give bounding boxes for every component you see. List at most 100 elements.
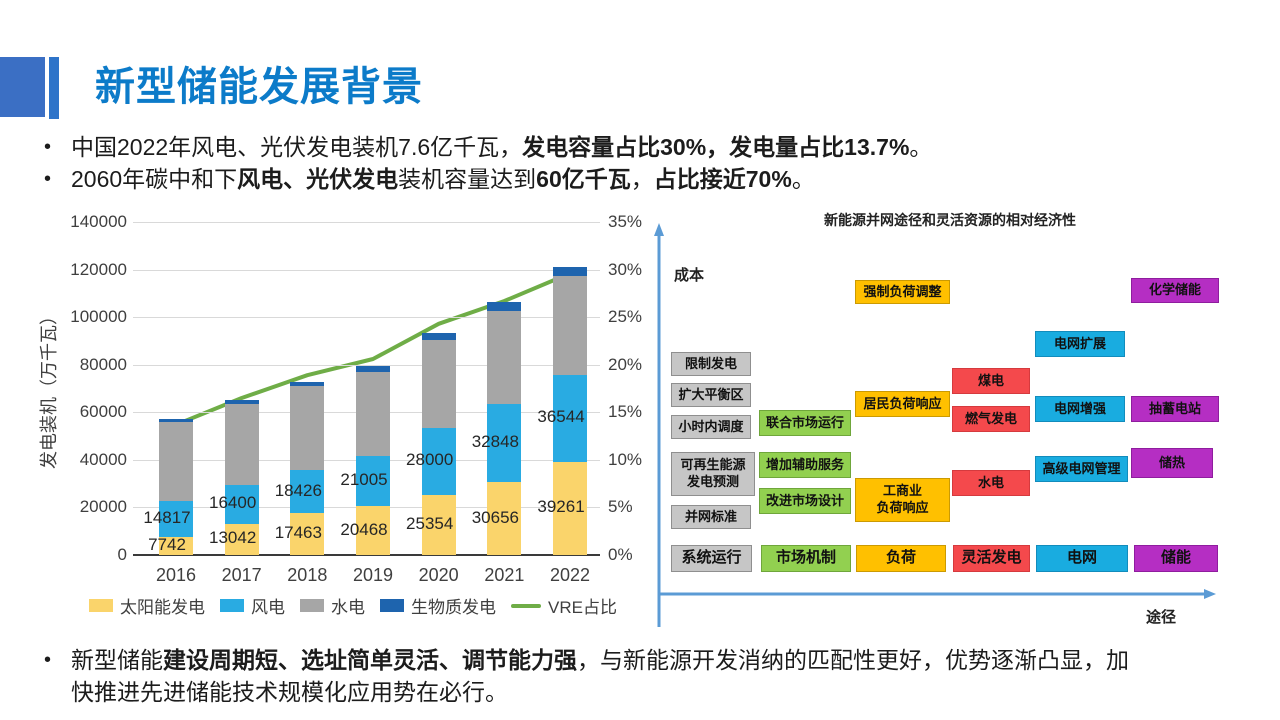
x-axis-tick: 2018 — [287, 565, 328, 585]
title-accent-bar — [49, 57, 59, 119]
bullet-dot: • — [44, 136, 52, 158]
path-axis-label: 途径 — [1146, 610, 1177, 626]
bar-segment-biomass — [159, 419, 193, 423]
y-tick-left: 120000 — [70, 259, 127, 279]
bar-segment-biomass — [290, 381, 325, 386]
page-title: 新型储能发展背景 — [95, 65, 423, 109]
x-axis-tick: 2021 — [484, 565, 525, 585]
y-tick-left: 80000 — [79, 354, 127, 374]
diagram-box: 储热 — [1131, 448, 1213, 478]
chart-gridline — [133, 269, 600, 271]
diagram-box: 电网增强 — [1035, 396, 1125, 422]
y-tick-left: 60000 — [79, 402, 127, 422]
bar-value-label: 16400 — [209, 493, 257, 513]
path-axis-arrowhead — [1204, 589, 1216, 599]
diagram-box: 电网扩展 — [1035, 331, 1125, 357]
y-tick-right: 20% — [608, 354, 643, 374]
x-axis-tick: 2020 — [418, 565, 459, 585]
legend-item-wind: 风电 — [220, 593, 285, 618]
diagram-box: 抽蓄电站 — [1131, 396, 1219, 422]
bar-segment-wind — [159, 501, 193, 537]
cost-axis-arrowhead — [654, 223, 664, 236]
diagram-box: 高级电网管理 — [1035, 456, 1128, 482]
bar-segment-solar — [356, 506, 390, 555]
bar-value-label: 39261 — [537, 497, 585, 517]
bar-value-label: 32848 — [471, 432, 519, 452]
bar-segment-hydro — [290, 385, 325, 470]
bar-segment-solar — [290, 513, 325, 555]
diagram-box: 增加辅助服务 — [759, 452, 851, 478]
y-tick-left: 0 — [117, 545, 127, 564]
bar-value-label: 36544 — [537, 407, 585, 427]
legend-swatch-wind — [220, 599, 245, 612]
y-tick-right: 10% — [608, 449, 643, 469]
bullet-dot: • — [44, 168, 52, 190]
diagram-category-box: 电网 — [1036, 545, 1128, 572]
bar-segment-hydro — [487, 310, 522, 404]
bar-segment-solar — [487, 482, 522, 555]
bar-segment-solar — [421, 494, 456, 555]
x-axis-tick: 2016 — [155, 565, 197, 585]
x-axis-line — [133, 554, 600, 556]
cost-axis-label: 成本 — [674, 268, 705, 284]
diagram-box: 居民负荷响应 — [855, 391, 950, 417]
diagram-box: 联合市场运行 — [759, 410, 851, 436]
legend-item-vre: VRE占比 — [511, 593, 617, 618]
bar-segment-hydro — [421, 340, 456, 429]
legend-swatch-solar — [89, 599, 114, 612]
bar-value-label: 14817 — [143, 507, 191, 527]
legend-swatch-hydro — [300, 599, 325, 612]
bullet-text: 中国2022年风电、光伏发电装机7.6亿千瓦，发电容量占比30%，发电量占比13… — [71, 134, 933, 160]
diagram-box: 强制负荷调整 — [855, 280, 950, 304]
diagram-title: 新能源并网途径和灵活资源的相对经济性 — [824, 214, 1076, 229]
diagram-box: 扩大平衡区 — [671, 383, 751, 407]
bar-segment-wind — [290, 469, 325, 514]
bar-segment-hydro — [356, 371, 390, 457]
bar-segment-biomass — [356, 366, 390, 372]
y-tick-right: 35% — [608, 212, 643, 231]
bar-segment-hydro — [553, 276, 588, 375]
diagram-box: 工商业 负荷响应 — [855, 478, 950, 522]
bar-segment-hydro — [159, 422, 193, 502]
bullet-text: 新型储能建设周期短、选址简单灵活、调节能力强，与新能源开发消纳的匹配性更好，优势… — [71, 647, 1129, 705]
bar-segment-biomass — [421, 333, 456, 341]
y-tick-right: 5% — [608, 497, 633, 517]
bar-segment-wind — [553, 374, 588, 462]
bar-value-label: 7742 — [148, 534, 186, 554]
y-tick-right: 15% — [608, 402, 643, 422]
bar-segment-biomass — [553, 266, 588, 277]
bar-segment-solar — [224, 523, 259, 555]
legend-label: 生物质发电 — [411, 598, 497, 617]
chart-gridline — [133, 222, 600, 223]
diagram-category-box: 负荷 — [856, 545, 946, 572]
bottom-bullet-list: • 新型储能建设周期短、选址简单灵活、调节能力强，与新能源开发消纳的匹配性更好，优… — [44, 644, 1134, 708]
legend-item-solar: 太阳能发电 — [89, 593, 205, 618]
bar-segment-wind — [224, 484, 259, 524]
legend-label: VRE占比 — [548, 598, 617, 617]
bullet-dot: • — [44, 649, 52, 671]
bar-value-label: 30656 — [471, 507, 519, 527]
y-tick-left: 40000 — [79, 449, 127, 469]
bar-value-label: 21005 — [340, 470, 388, 490]
bar-value-label: 13042 — [209, 528, 257, 548]
bar-segment-hydro — [224, 403, 259, 485]
top-bullet-list: • 中国2022年风电、光伏发电装机7.6亿千瓦，发电容量占比30%，发电量占比1… — [44, 131, 1204, 195]
diagram-box: 化学储能 — [1131, 278, 1219, 303]
chart-gridline — [133, 317, 600, 319]
y-tick-right: 30% — [608, 259, 643, 279]
chart-legend: 太阳能发电 风电 水电 生物质发电 VRE占比 — [78, 593, 628, 618]
bullet-text: 2060年碳中和下风电、光伏发电装机容量达到60亿千瓦，占比接近70%。 — [71, 166, 815, 192]
legend-item-hydro: 水电 — [300, 593, 365, 618]
bar-segment-solar — [553, 461, 588, 555]
x-axis-tick: 2022 — [549, 565, 591, 585]
y-tick-left: 20000 — [79, 497, 127, 517]
bar-value-label: 17463 — [274, 523, 322, 543]
title-accent-square — [0, 57, 45, 117]
y-tick-left: 140000 — [70, 212, 127, 231]
diagram-box: 燃气发电 — [952, 406, 1030, 432]
bullet-item: • 2060年碳中和下风电、光伏发电装机容量达到60亿千瓦，占比接近70%。 — [44, 163, 1204, 195]
bar-value-label: 28000 — [406, 450, 454, 470]
diagram-category-box: 系统运行 — [671, 545, 752, 572]
diagram-box: 限制发电 — [671, 352, 751, 376]
